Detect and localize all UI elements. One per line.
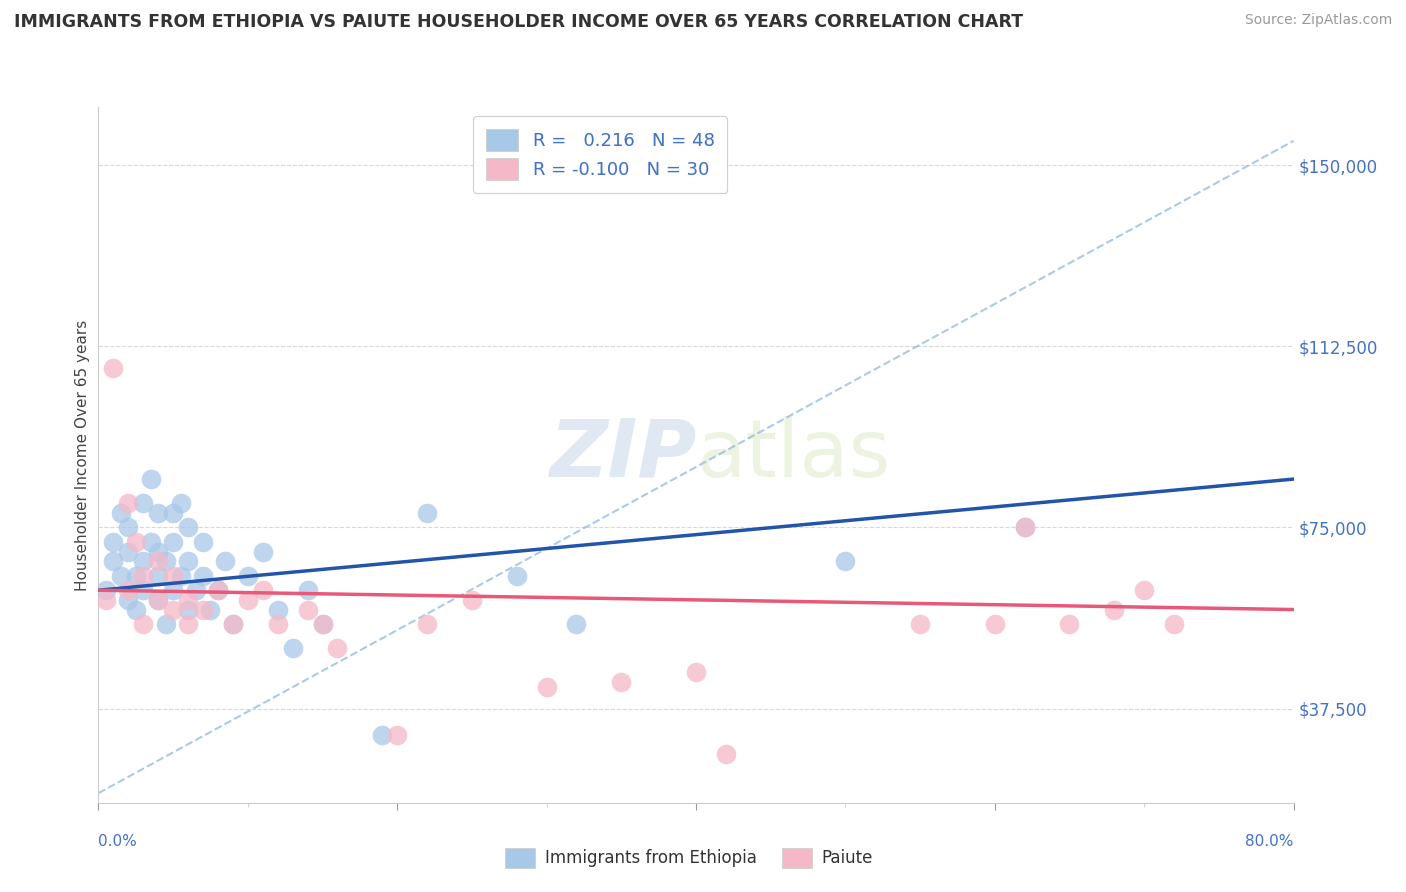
Point (94, 592, 117, 607)
Point (267, 602, 290, 616)
Point (1059, 617, 1081, 632)
Point (191, 534, 214, 549)
Point (177, 554, 200, 568)
Text: atlas: atlas (696, 416, 890, 494)
Point (169, 496, 191, 510)
Point (162, 583, 184, 598)
Point (103, 554, 125, 568)
Point (311, 617, 333, 632)
Point (1133, 583, 1156, 598)
Point (148, 506, 170, 520)
Point (148, 568, 170, 582)
Point (834, 554, 856, 568)
Text: 80.0%: 80.0% (1246, 834, 1294, 849)
Text: 0.0%: 0.0% (98, 834, 138, 849)
Point (252, 544, 274, 558)
Legend: R =   0.216   N = 48, R = -0.100   N = 30: R = 0.216 N = 48, R = -0.100 N = 30 (474, 116, 727, 193)
Point (110, 506, 132, 520)
Point (610, 675, 633, 690)
Point (416, 617, 439, 632)
Point (184, 583, 207, 598)
Point (222, 617, 245, 632)
Point (281, 641, 304, 656)
Point (191, 602, 214, 616)
Point (214, 554, 236, 568)
Point (148, 592, 170, 607)
Point (132, 583, 155, 598)
Point (117, 583, 139, 598)
Point (117, 520, 139, 534)
Point (155, 554, 177, 568)
Point (125, 602, 148, 616)
Point (416, 506, 439, 520)
Point (371, 728, 394, 742)
Point (326, 641, 349, 656)
Point (162, 568, 184, 582)
Y-axis label: Householder Income Over 65 years: Householder Income Over 65 years (75, 319, 90, 591)
Point (177, 617, 200, 632)
Point (236, 568, 259, 582)
Point (94, 583, 117, 598)
Point (1104, 602, 1126, 616)
Point (177, 520, 200, 534)
Point (908, 617, 931, 632)
Point (162, 602, 184, 616)
Point (191, 568, 214, 582)
Point (103, 361, 125, 376)
Point (236, 592, 259, 607)
Point (311, 617, 333, 632)
Point (385, 728, 409, 742)
Point (103, 534, 125, 549)
Point (132, 554, 155, 568)
Point (132, 617, 155, 632)
Point (125, 568, 148, 582)
Point (177, 592, 200, 607)
Point (177, 602, 200, 616)
Point (565, 617, 588, 632)
Point (714, 747, 737, 762)
Text: IMMIGRANTS FROM ETHIOPIA VS PAIUTE HOUSEHOLDER INCOME OVER 65 YEARS CORRELATION : IMMIGRANTS FROM ETHIOPIA VS PAIUTE HOUSE… (14, 13, 1024, 31)
Point (132, 496, 155, 510)
Point (148, 592, 170, 607)
Point (1014, 520, 1036, 534)
Point (1163, 617, 1185, 632)
Legend: Immigrants from Ethiopia, Paiute: Immigrants from Ethiopia, Paiute (498, 841, 880, 875)
Point (297, 602, 319, 616)
Point (117, 496, 139, 510)
Point (536, 680, 558, 694)
Text: Source: ZipAtlas.com: Source: ZipAtlas.com (1244, 13, 1392, 28)
Point (506, 568, 529, 582)
Point (461, 592, 484, 607)
Point (148, 544, 170, 558)
Point (222, 617, 245, 632)
Point (1014, 520, 1036, 534)
Point (110, 568, 132, 582)
Point (207, 583, 229, 598)
Point (267, 617, 290, 632)
Point (125, 534, 148, 549)
Point (132, 568, 155, 582)
Point (984, 617, 1007, 632)
Point (155, 617, 177, 632)
Point (207, 583, 229, 598)
Point (252, 583, 274, 598)
Point (169, 568, 191, 582)
Point (148, 554, 170, 568)
Point (139, 472, 162, 486)
Text: ZIP: ZIP (548, 416, 696, 494)
Point (162, 534, 184, 549)
Point (200, 602, 222, 616)
Point (297, 583, 319, 598)
Point (162, 506, 184, 520)
Point (117, 544, 139, 558)
Point (117, 592, 139, 607)
Point (685, 665, 707, 680)
Point (139, 534, 162, 549)
